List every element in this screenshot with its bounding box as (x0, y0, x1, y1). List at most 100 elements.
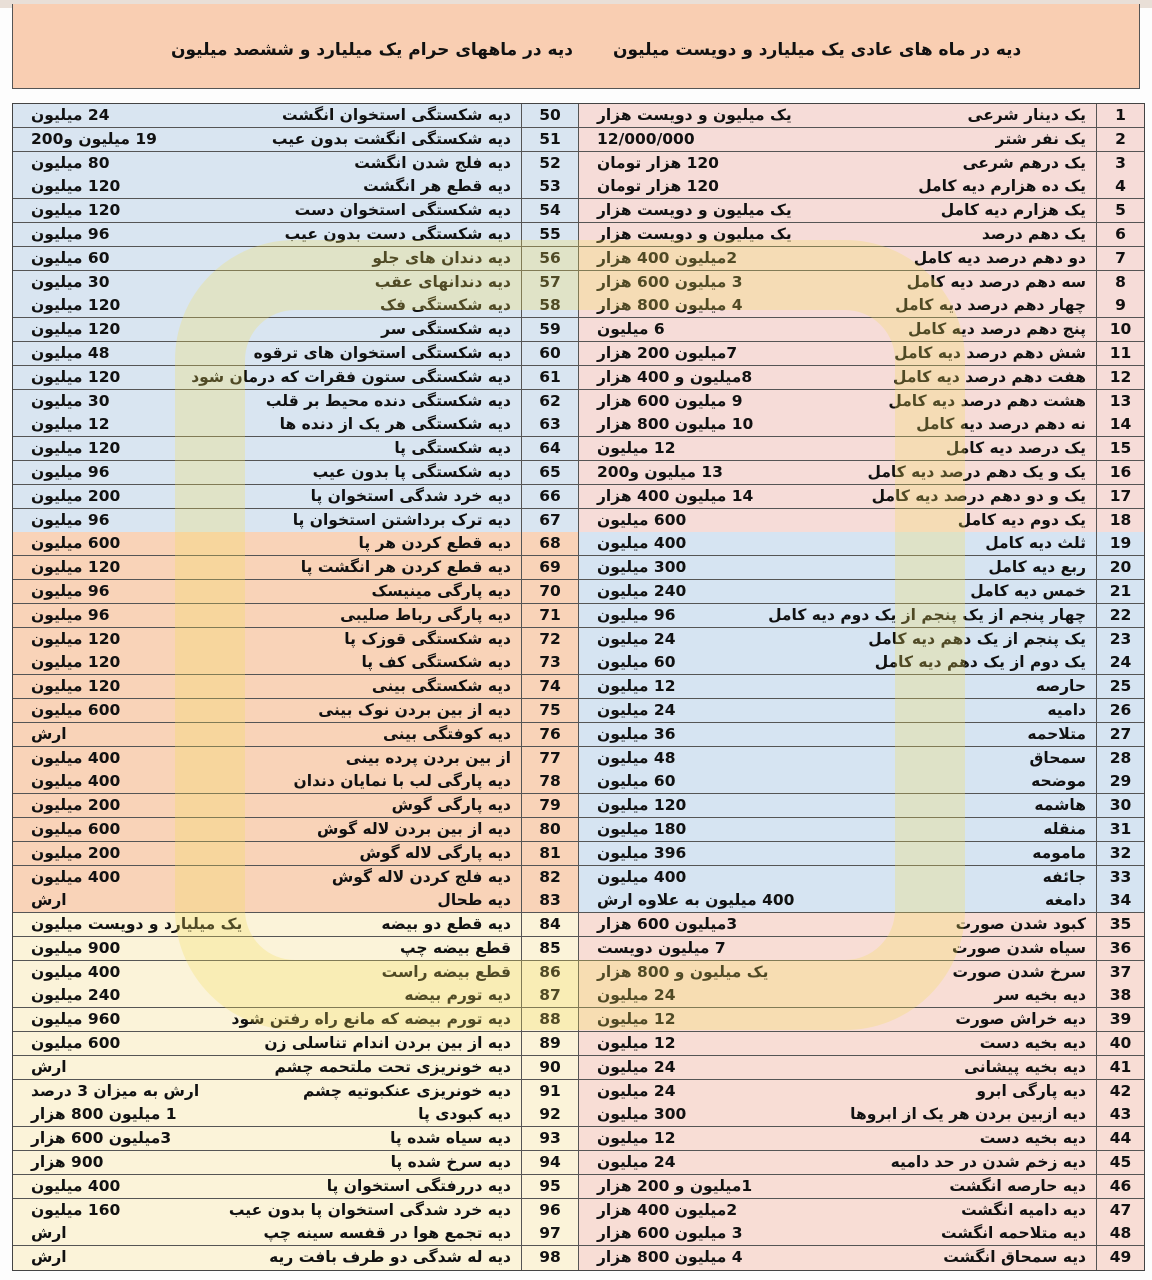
entry-description: یک پنجم از یک دهم دیه کامل (868, 629, 1086, 648)
entry-amount: 120 هزار تومان (597, 177, 719, 196)
entry-number: 91 (521, 1079, 578, 1103)
entry-amount: 3میلیون 600 هزار (31, 1129, 172, 1148)
entry-amount: 400 میلیون (31, 962, 121, 981)
entry-amount: 1میلیون و 200 هزار (597, 1176, 753, 1195)
entry-description: دیه شکستگی پا (394, 439, 511, 458)
right-entry: 9 میلیون 600 هزار هشت دهم درصد دیه کامل (578, 389, 1096, 413)
right-entry: 1میلیون و 200 هزار دیه حارصه انگشت (578, 1174, 1096, 1198)
right-entry: 600 میلیون یک دوم دیه کامل (578, 508, 1096, 532)
entry-number: 14 (1096, 413, 1144, 437)
entry-description: دیه تجمع هوا در قفسه سینه چپ (263, 1224, 511, 1243)
entry-amount: 1 میلیون 800 هزار (31, 1105, 177, 1124)
entry-description: چهار دهم درصد دیه کامل (895, 296, 1086, 315)
entry-description: هاشمه (1034, 796, 1086, 815)
entry-amount: 60 میلیون (597, 772, 676, 791)
entry-amount: 96 میلیون (597, 605, 676, 624)
entry-amount: 3 میلیون 600 هزار (597, 1224, 743, 1243)
entry-description: مامومه (1032, 843, 1086, 862)
left-entry: 120 میلیون دیه شکستگی استخوان دست (13, 199, 521, 223)
right-entry: یک میلیون و دویست هزار یک دهم درصد (578, 222, 1096, 246)
left-entry: 200 میلیون دیه خرد شدگی استخوان پا (13, 484, 521, 508)
right-entry: 2میلیون 400 هزار دو دهم درصد دیه کامل (578, 246, 1096, 270)
right-entry: 24 میلیون دیه بخیه سر (578, 984, 1096, 1008)
entry-description: یک هزارم دیه کامل (940, 201, 1086, 220)
right-entry: 400 میلیون به علاوه ارش دامغه (578, 889, 1096, 913)
entry-number: 17 (1096, 484, 1144, 508)
entry-amount: 120 هزار تومان (597, 153, 719, 172)
entry-description: موضحه (1031, 772, 1086, 791)
left-entry: 12 میلیون دیه شکستگی هر یک از دنده ها (13, 413, 521, 437)
entry-description: یک درصد دیه کامل (945, 439, 1086, 458)
entry-number: 21 (1096, 579, 1144, 603)
entry-number: 26 (1096, 698, 1144, 722)
right-entry: 396 میلیون مامومه (578, 841, 1096, 865)
entry-number: 61 (521, 365, 578, 389)
right-entry: 36 میلیون متلاحمه (578, 722, 1096, 746)
entry-description: دیه دندان های جلو (372, 248, 511, 267)
entry-amount: 400 میلیون به علاوه ارش (597, 891, 795, 910)
left-entry: 400 میلیون دیه فلج کردن لاله گوش (13, 865, 521, 889)
table-row: 30 میلیون دیه شکستگی دنده محیط بر قلب 62 9 … (13, 389, 1144, 414)
entry-number: 92 (521, 1103, 578, 1127)
entry-number: 59 (521, 318, 578, 342)
entry-description: دیه ازبین بردن هر یک از ابروها (850, 1105, 1086, 1124)
entry-number: 3 (1096, 151, 1144, 175)
table-row: 900 هزار دیه سرخ شده پا 94 24 میلیون دیه زخم… (13, 1151, 1144, 1175)
entry-number: 49 (1096, 1246, 1144, 1271)
left-entry: 600 میلیون دیه قطع کردن هر پا (13, 532, 521, 556)
entry-number: 33 (1096, 865, 1144, 889)
entry-description: یک و دو دهم درصد دیه کامل (871, 486, 1086, 505)
right-entry: 12 میلیون یک درصد دیه کامل (578, 437, 1096, 461)
left-entry: 19 میلیون و200 دیه شکستگی انگشت بدون عیب (13, 127, 521, 151)
entry-amount: 9 میلیون 600 هزار (597, 391, 743, 410)
entry-description: دیه له شدگی دو طرف بافت ریه (269, 1248, 511, 1267)
entry-number: 50 (521, 104, 578, 127)
entry-number: 79 (521, 794, 578, 818)
entry-description: دامیه (1047, 700, 1086, 719)
entry-description: دیه شکستگی انگشت بدون عیب (271, 129, 511, 148)
entry-amount: 48 میلیون (31, 343, 110, 362)
right-entry: 96 میلیون چهار پنجم از یک پنجم از یک دوم … (578, 603, 1096, 627)
entry-amount: 3میلیون 600 هزار (597, 915, 738, 934)
entry-number: 77 (521, 746, 578, 770)
left-entry: 160 میلیون دیه خرد شدگی استخوان پا بدون ع… (13, 1198, 521, 1222)
entry-number: 96 (521, 1198, 578, 1222)
entry-number: 23 (1096, 627, 1144, 651)
left-entry: 900 هزار دیه سرخ شده پا (13, 1151, 521, 1175)
entry-number: 38 (1096, 984, 1144, 1008)
entry-amount: 400 میلیون (31, 1176, 121, 1195)
entry-number: 81 (521, 841, 578, 865)
table-row: 120 میلیون دیه شکستگی کف پا 73 60 میلیون یک … (13, 651, 1144, 676)
right-entry: 24 میلیون یک پنجم از یک دهم دیه کامل (578, 627, 1096, 651)
entry-description: متلاحمه (1027, 724, 1086, 743)
left-entry: ارش دیه طحال (13, 889, 521, 913)
entry-description: دیه بخیه دست (979, 1129, 1086, 1148)
entry-number: 48 (1096, 1222, 1144, 1246)
right-entry: 24 میلیون دیه زخم شدن در حد دامیه (578, 1151, 1096, 1175)
entry-amount: 12 میلیون (597, 1034, 676, 1053)
entry-description: دیه تورم بیضه (404, 986, 511, 1005)
table-row: 120 میلیون دیه شکستگی قوزک پا 72 24 میلیون ی… (13, 627, 1144, 652)
entry-description: سیاه شدن صورت (952, 938, 1086, 957)
left-entry: 24 میلیون دیه شکستگی استخوان انگشت (13, 104, 521, 127)
entry-number: 22 (1096, 603, 1144, 627)
entry-description: یک نفر شتر (995, 129, 1086, 148)
entry-description: دیه دررفتگی استخوان پا (326, 1176, 511, 1195)
entry-amount: 900 هزار (31, 1153, 104, 1172)
entry-description: ثلث دیه کامل (985, 534, 1086, 553)
title-normal-months: دیه در ماه های عادی یک میلیارد و دویست م… (613, 40, 1022, 60)
entry-amount: 80 میلیون (31, 153, 110, 172)
table-row: ارش دیه خونریزی تحت ملتحمه چشم 90 24 میلیون… (13, 1055, 1144, 1080)
entry-amount: 30 میلیون (31, 272, 110, 291)
right-entry: 10 میلیون 800 هزار نه دهم درصد دیه کامل (578, 413, 1096, 437)
table-row: 400 میلیون قطع بیضه راست 86 یک میلیون و 800… (13, 960, 1144, 985)
entry-amount: 24 میلیون (597, 700, 676, 719)
entry-description: دامغه (1044, 891, 1086, 910)
entry-description: دیه حارصه انگشت (949, 1176, 1086, 1195)
left-entry: 120 میلیون دیه شکستگی کف پا (13, 651, 521, 675)
right-entry: 6 میلیون پنج دهم درصد دیه کامل (578, 318, 1096, 342)
entry-amount: 96 میلیون (31, 605, 110, 624)
entry-description: سه دهم درصد دیه کامل (906, 272, 1086, 291)
right-entry: 24 میلیون دیه بخیه پیشانی (578, 1055, 1096, 1079)
entry-description: دیه فلج کردن لاله گوش (331, 867, 511, 886)
